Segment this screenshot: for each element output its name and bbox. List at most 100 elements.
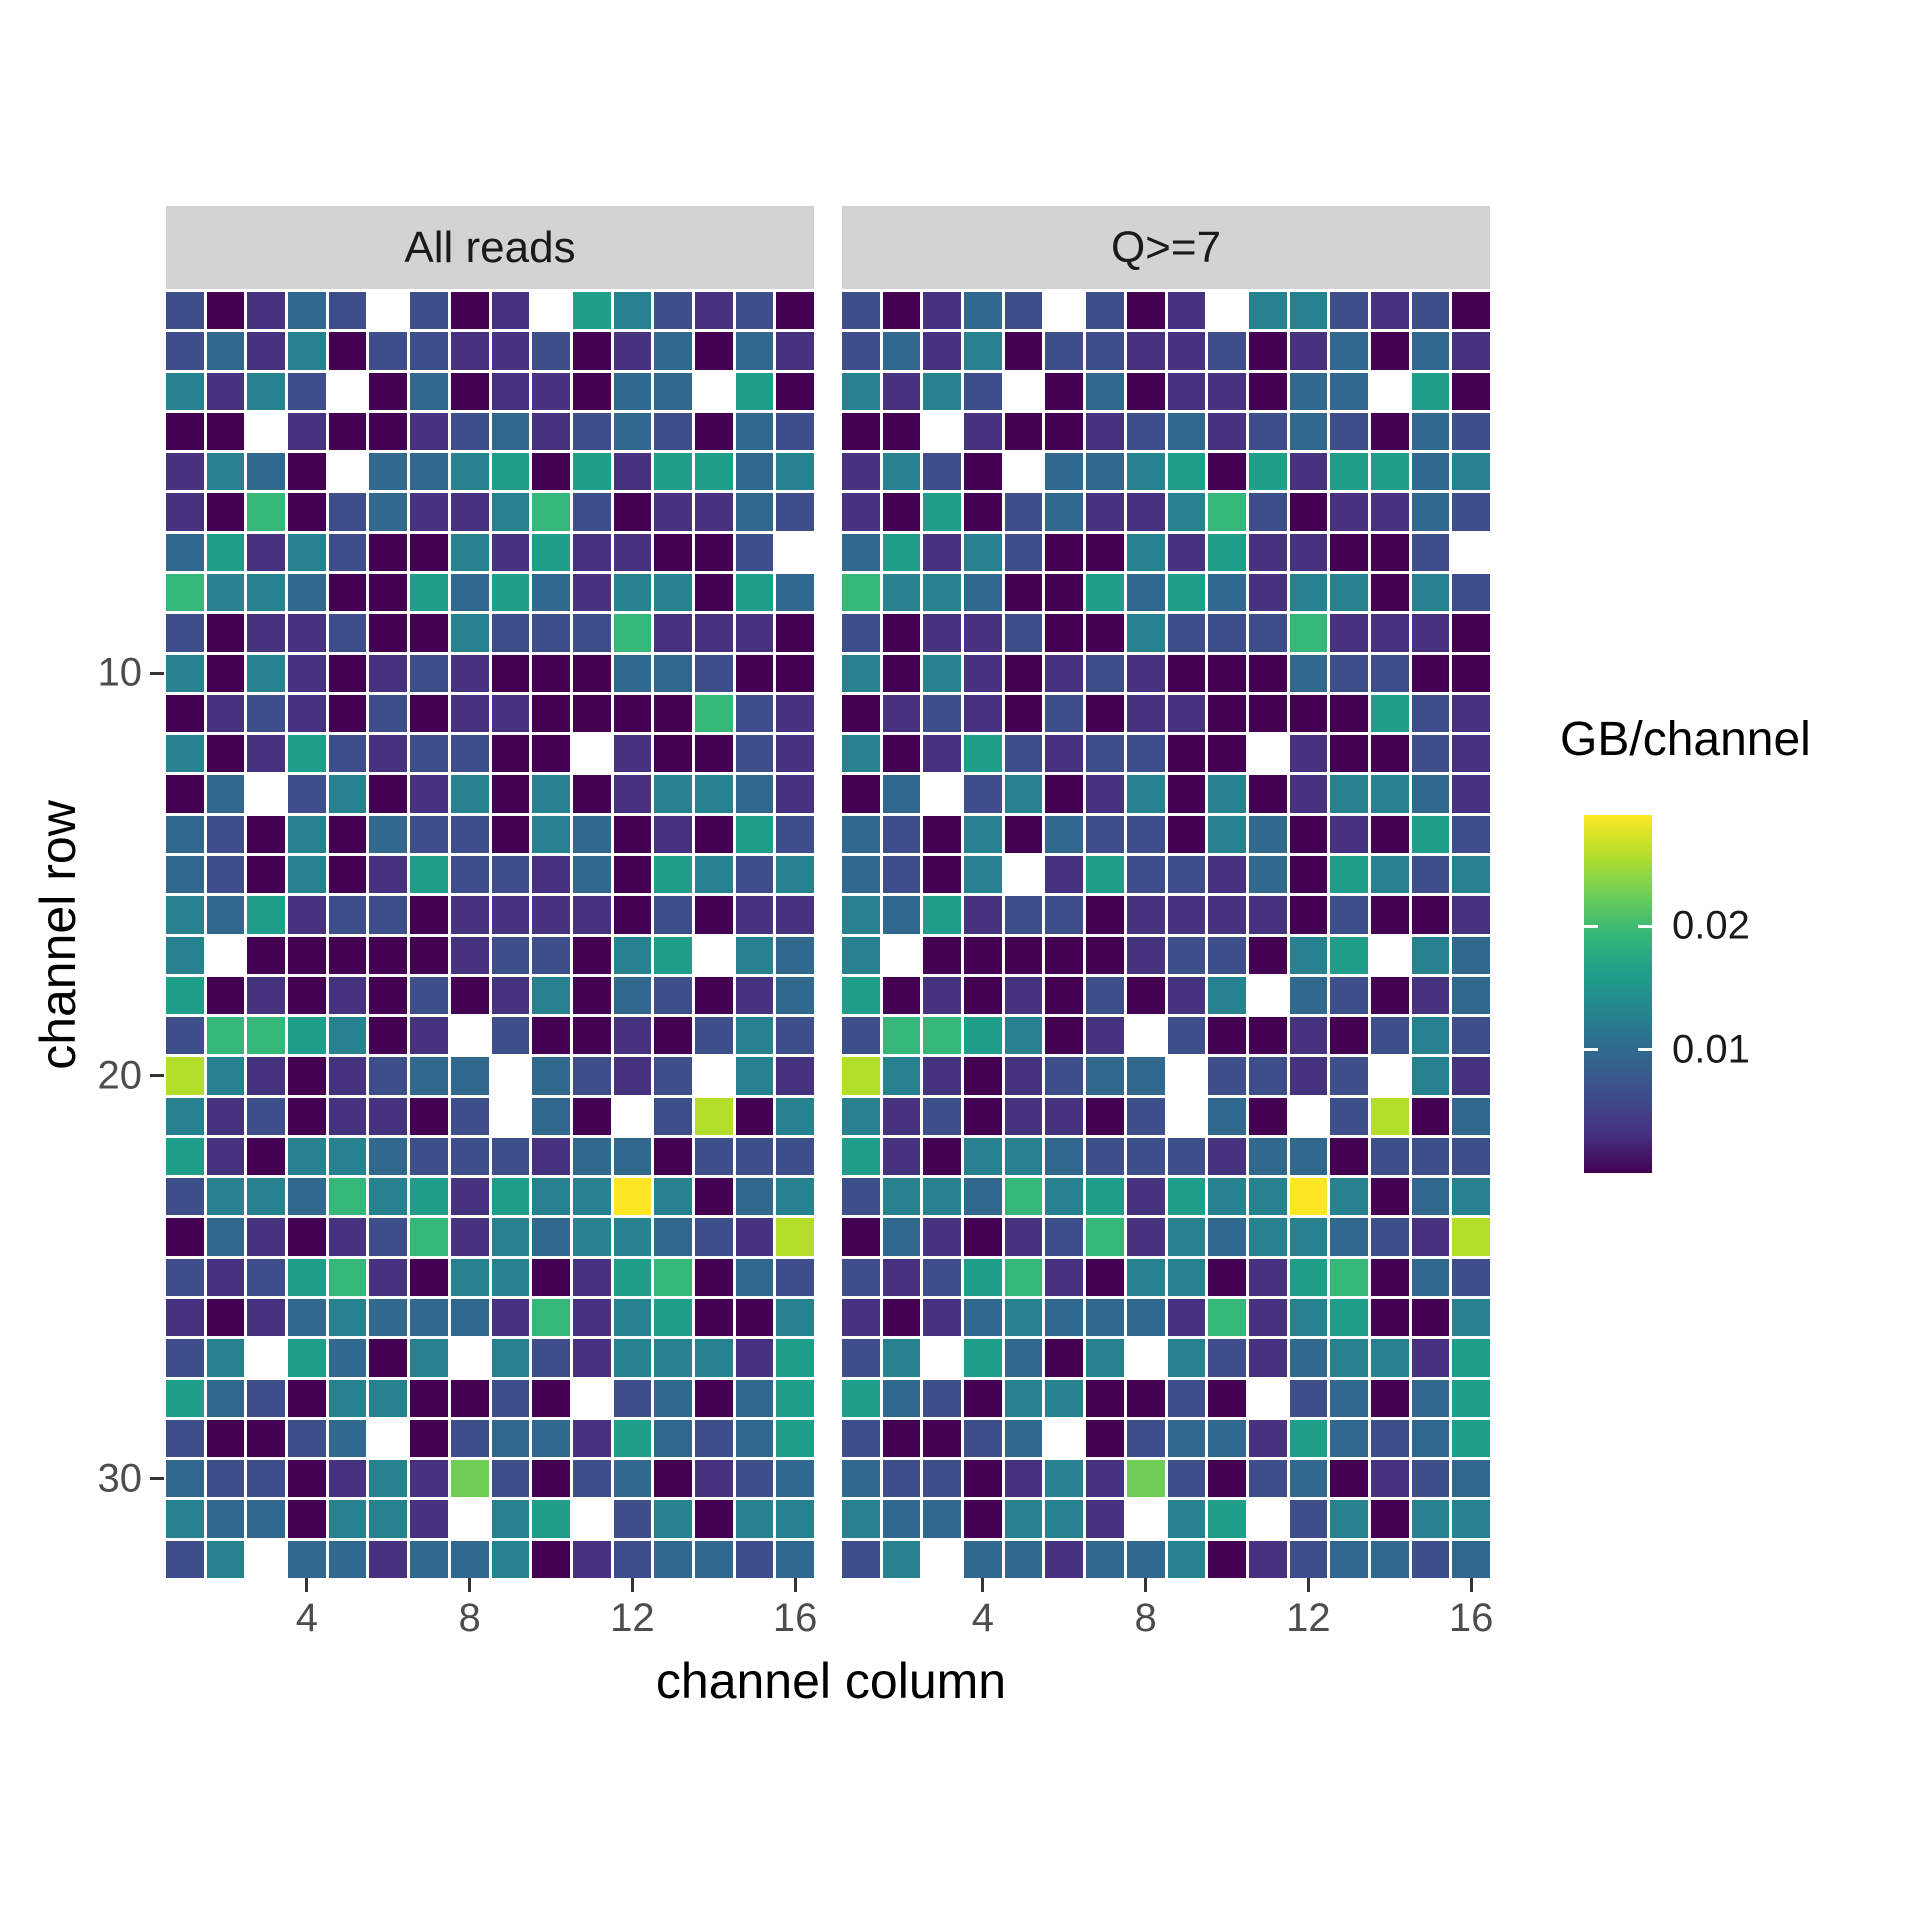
heatmap-cell	[1126, 775, 1165, 813]
heatmap-cell	[776, 1178, 814, 1216]
heatmap-cell	[776, 1500, 814, 1538]
heatmap-cell	[206, 735, 245, 773]
heatmap-cell	[735, 855, 774, 894]
heatmap-cell	[369, 1057, 408, 1095]
heatmap-cell	[654, 1419, 692, 1458]
heatmap-cell	[1330, 1218, 1368, 1256]
heatmap-cell	[491, 372, 530, 410]
heatmap-cell	[532, 735, 570, 773]
heatmap-cell	[1208, 453, 1246, 491]
heatmap-cell	[1004, 533, 1043, 571]
heatmap-cell	[572, 1097, 611, 1135]
heatmap-cell	[776, 372, 814, 410]
heatmap-cell	[288, 1299, 326, 1337]
heatmap-cell	[842, 493, 880, 531]
heatmap-cell	[1208, 1097, 1246, 1135]
heatmap-cell	[1004, 493, 1043, 531]
heatmap-cell	[1126, 1137, 1165, 1176]
heatmap-cell	[1167, 1017, 1206, 1055]
heatmap-cell	[532, 775, 570, 813]
heatmap-cell	[328, 573, 367, 612]
heatmap-cell	[1411, 1339, 1450, 1377]
heatmap-cell	[369, 1540, 408, 1578]
heatmap-cell	[247, 1017, 286, 1055]
heatmap-cell	[1289, 1419, 1328, 1458]
heatmap-cell	[410, 1339, 448, 1377]
heatmap-cell	[1249, 1380, 1287, 1417]
heatmap-cell	[1126, 1299, 1165, 1337]
heatmap-cell	[882, 292, 921, 330]
y-tick-label: 10	[97, 650, 143, 695]
heatmap-cell	[842, 1540, 880, 1578]
heatmap-cell	[694, 815, 733, 853]
heatmap-cell	[1452, 1057, 1490, 1095]
heatmap-cell	[410, 896, 448, 934]
heatmap-cell	[1370, 493, 1409, 531]
heatmap-cell	[1370, 1339, 1409, 1377]
heatmap-cell	[369, 1299, 408, 1337]
heatmap-cell	[776, 1299, 814, 1337]
heatmap-cell	[450, 1379, 489, 1417]
heatmap-cell	[451, 1017, 489, 1054]
heatmap-cell	[1045, 654, 1084, 692]
heatmap-cell	[923, 1137, 962, 1176]
heatmap-cell	[369, 332, 408, 370]
heatmap-cell	[1411, 1137, 1450, 1176]
heatmap-cell	[1167, 1178, 1206, 1216]
heatmap-cell	[654, 372, 692, 410]
heatmap-cell	[1370, 1419, 1409, 1458]
legend-tick-mark	[1584, 924, 1598, 928]
heatmap-cell	[776, 573, 814, 612]
legend-tick-label: 0.01	[1672, 1027, 1750, 1072]
heatmap-cell	[964, 936, 1002, 974]
heatmap-cell	[491, 1218, 530, 1256]
heatmap-cell	[654, 1500, 692, 1538]
heatmap-cell	[1330, 573, 1368, 612]
heatmap-cell	[410, 1460, 448, 1498]
heatmap-cell	[1086, 735, 1124, 773]
heatmap-cell	[1289, 1258, 1328, 1297]
heatmap-cell	[328, 412, 367, 451]
heatmap-cell	[288, 1097, 326, 1135]
heatmap-cell	[1330, 1258, 1368, 1297]
heatmap-cell	[369, 1218, 408, 1256]
heatmap-cell	[1086, 1258, 1124, 1297]
heatmap-cell	[369, 976, 408, 1015]
heatmap-cell	[1126, 936, 1165, 974]
heatmap-cell	[450, 855, 489, 894]
heatmap-cell	[1004, 573, 1043, 612]
heatmap-cell	[1004, 1017, 1043, 1055]
heatmap-cell	[491, 1460, 530, 1498]
heatmap-cell	[328, 533, 367, 571]
heatmap-cell	[532, 573, 570, 612]
heatmap-cell	[491, 735, 530, 773]
heatmap-cell	[247, 614, 286, 652]
heatmap-cell	[450, 654, 489, 692]
heatmap-cell	[1045, 1379, 1084, 1417]
heatmap-cell	[694, 1097, 733, 1135]
heatmap-cell	[1004, 332, 1043, 370]
heatmap-cell	[491, 1339, 530, 1377]
heatmap-cell	[1167, 654, 1206, 692]
heatmap-cell	[328, 976, 367, 1015]
heatmap-cell	[491, 614, 530, 652]
heatmap-cell	[1411, 412, 1450, 451]
heatmap-cell	[1208, 654, 1246, 692]
heatmap-cell	[1330, 1379, 1368, 1417]
heatmap-cell	[1167, 453, 1206, 491]
heatmap-cell	[735, 1137, 774, 1176]
heatmap-cell	[573, 1380, 611, 1417]
heatmap-cell	[842, 573, 880, 612]
heatmap-cell	[1208, 412, 1246, 451]
heatmap-cell	[694, 654, 733, 692]
heatmap-cell	[450, 533, 489, 571]
heatmap-cell	[923, 332, 962, 370]
heatmap-cell	[206, 493, 245, 531]
heatmap-cell	[1045, 533, 1084, 571]
heatmap-cell	[1126, 694, 1165, 733]
heatmap-cell	[491, 694, 530, 733]
heatmap-cell	[166, 332, 204, 370]
heatmap-cell	[1248, 292, 1287, 330]
heatmap-cell	[1208, 332, 1246, 370]
heatmap-cell	[166, 1540, 204, 1578]
